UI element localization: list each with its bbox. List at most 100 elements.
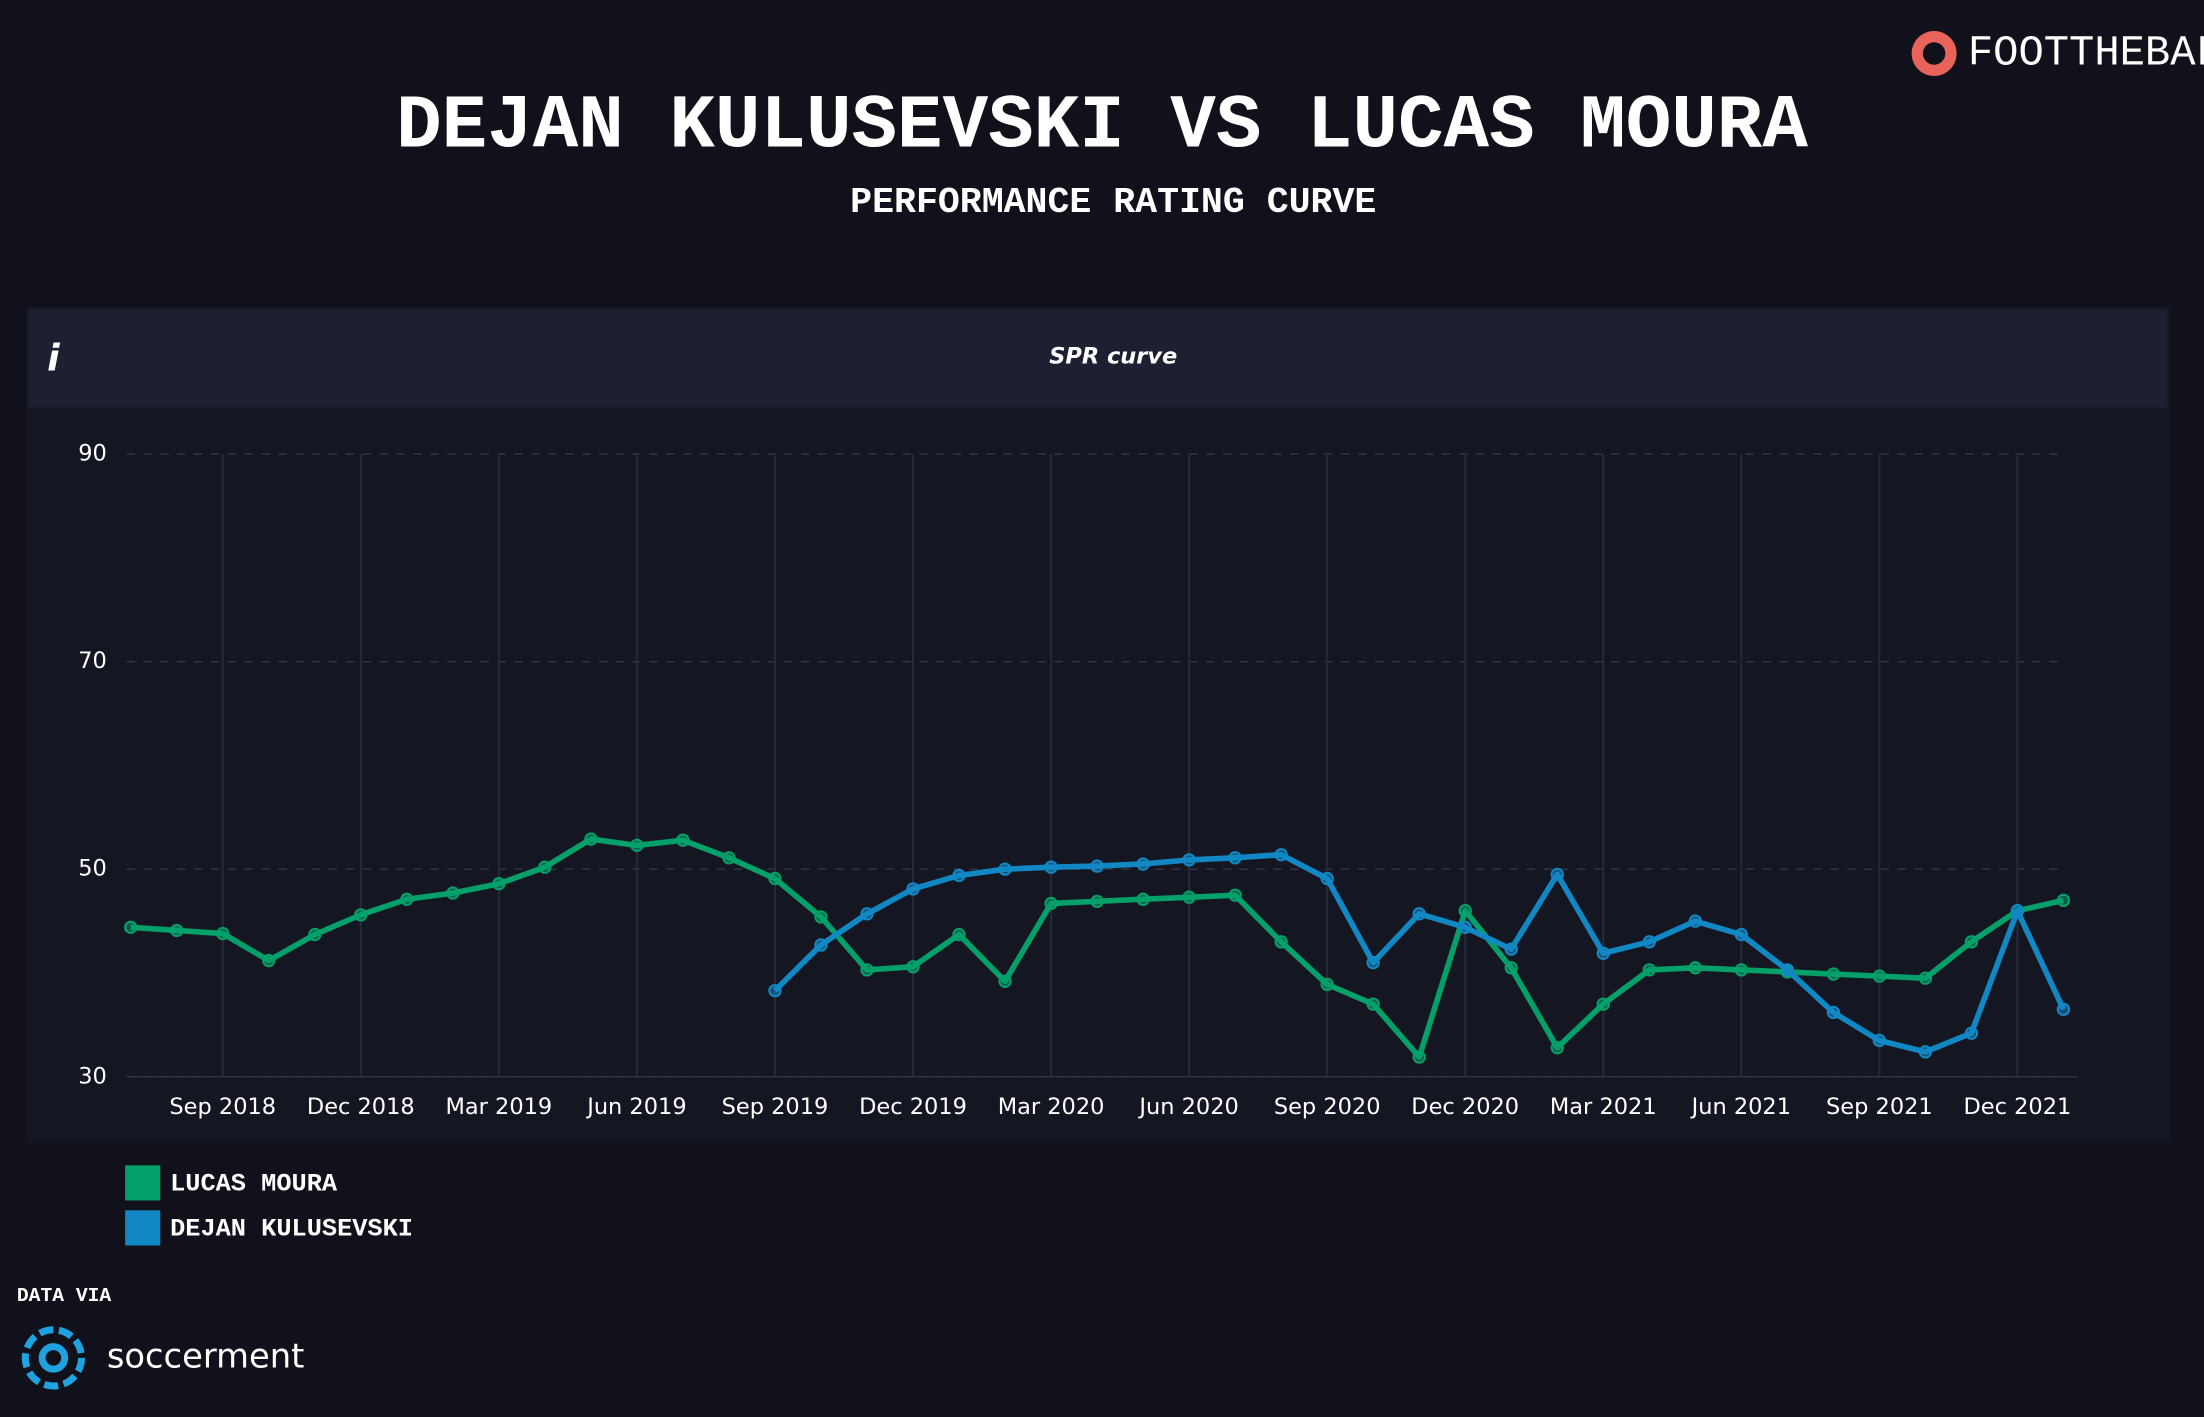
data-point xyxy=(952,868,966,883)
data-point xyxy=(906,882,920,896)
data-point xyxy=(1872,1033,1887,1048)
x-tick-label: Jun 2021 xyxy=(1690,1094,1791,1120)
data-point xyxy=(676,833,690,847)
data-point xyxy=(1504,942,1518,956)
data-point xyxy=(1688,961,1702,975)
data-point xyxy=(1642,935,1656,949)
data-point xyxy=(1550,1041,1564,1055)
x-tick-label: Jun 2020 xyxy=(1137,1094,1238,1120)
data-point xyxy=(1412,907,1426,921)
data-point xyxy=(814,910,828,924)
data-point xyxy=(308,927,322,942)
data-point xyxy=(1458,920,1472,935)
data-point xyxy=(170,923,184,938)
data-point xyxy=(1550,867,1564,882)
data-point xyxy=(1642,963,1656,977)
data-point xyxy=(860,907,874,921)
y-tick-label: 50 xyxy=(78,856,107,882)
data-point xyxy=(814,938,828,952)
data-point xyxy=(1136,857,1150,871)
data-point xyxy=(1826,967,1841,981)
data-point xyxy=(1274,935,1288,949)
panel-header xyxy=(28,309,2168,408)
data-point xyxy=(1044,896,1058,911)
data-point xyxy=(1918,971,1933,985)
logo-icon-inner xyxy=(1922,42,1946,65)
x-tick-label: Dec 2021 xyxy=(1964,1094,2072,1120)
data-point xyxy=(1688,914,1702,928)
data-point xyxy=(1734,963,1748,977)
source-icon xyxy=(21,1326,86,1390)
legend-label: LUCAS MOURA xyxy=(170,1169,338,1198)
x-tick-label: Jun 2019 xyxy=(585,1094,686,1120)
data-point xyxy=(998,862,1012,876)
data-point xyxy=(1182,853,1196,867)
x-tick-label: Sep 2019 xyxy=(722,1094,829,1120)
data-point xyxy=(1412,1050,1426,1064)
data-point xyxy=(768,871,782,886)
data-point xyxy=(722,851,736,865)
data-point xyxy=(1734,927,1748,942)
panel xyxy=(25,306,2171,1143)
data-point xyxy=(2056,893,2071,908)
legend-swatch xyxy=(125,1165,161,1201)
chart-subtitle: PERFORMANCE RATING CURVE xyxy=(850,182,1376,223)
x-tick-label: Sep 2020 xyxy=(1274,1094,1381,1120)
x-tick-label: Mar 2020 xyxy=(998,1094,1105,1120)
data-point xyxy=(1274,848,1288,862)
data-point xyxy=(1320,977,1334,992)
data-point xyxy=(768,983,782,998)
data-point xyxy=(584,832,598,846)
x-tick-label: Mar 2019 xyxy=(445,1094,552,1120)
x-tick-label: Dec 2018 xyxy=(307,1094,415,1120)
data-point xyxy=(1964,935,1979,949)
data-point xyxy=(906,960,920,974)
data-point xyxy=(1182,890,1196,904)
logo: FOOTTHEBALL xyxy=(1968,30,2204,78)
data-point xyxy=(1504,961,1518,975)
data-point xyxy=(998,974,1012,988)
y-tick-label: 70 xyxy=(78,648,107,674)
data-point xyxy=(1228,851,1242,865)
data-point xyxy=(2010,904,2025,918)
data-point xyxy=(400,892,414,906)
data-point xyxy=(1090,894,1104,909)
data-point xyxy=(216,926,230,941)
data-point xyxy=(354,908,368,922)
source: soccerment xyxy=(107,1336,304,1375)
data-point xyxy=(1596,997,1610,1011)
data-point xyxy=(124,920,138,935)
data-point xyxy=(860,963,874,977)
y-tick-label: 30 xyxy=(78,1063,107,1089)
data-point xyxy=(446,886,460,900)
data-point xyxy=(1136,892,1150,906)
data-point xyxy=(1090,859,1104,873)
x-tick-label: Sep 2021 xyxy=(1826,1094,1933,1120)
panel-title: SPR curve xyxy=(1049,344,1177,370)
data-point xyxy=(1228,888,1242,902)
x-tick-label: Mar 2021 xyxy=(1550,1094,1657,1120)
data-point xyxy=(262,953,276,968)
data-point xyxy=(1964,1026,1979,1040)
data-point xyxy=(1872,969,1887,983)
legend-label: DEJAN KULUSEVSKI xyxy=(170,1214,413,1243)
data-point xyxy=(1044,860,1058,874)
data-point xyxy=(1780,963,1795,977)
legend-swatch xyxy=(125,1210,161,1246)
x-tick-label: Dec 2020 xyxy=(1411,1094,1519,1120)
source-icon-inner xyxy=(38,1343,69,1373)
data-point xyxy=(492,877,506,891)
data-point xyxy=(1320,871,1334,886)
x-tick-label: Sep 2018 xyxy=(169,1094,276,1120)
y-tick-label: 90 xyxy=(78,441,107,467)
data-point xyxy=(1366,997,1380,1011)
data-point xyxy=(1918,1045,1933,1059)
data-via: DATA VIA xyxy=(17,1285,112,1307)
data-point xyxy=(1458,904,1472,918)
data-point xyxy=(538,860,552,874)
data-point xyxy=(630,838,644,853)
data-point xyxy=(1366,955,1380,970)
data-point xyxy=(1596,946,1610,960)
